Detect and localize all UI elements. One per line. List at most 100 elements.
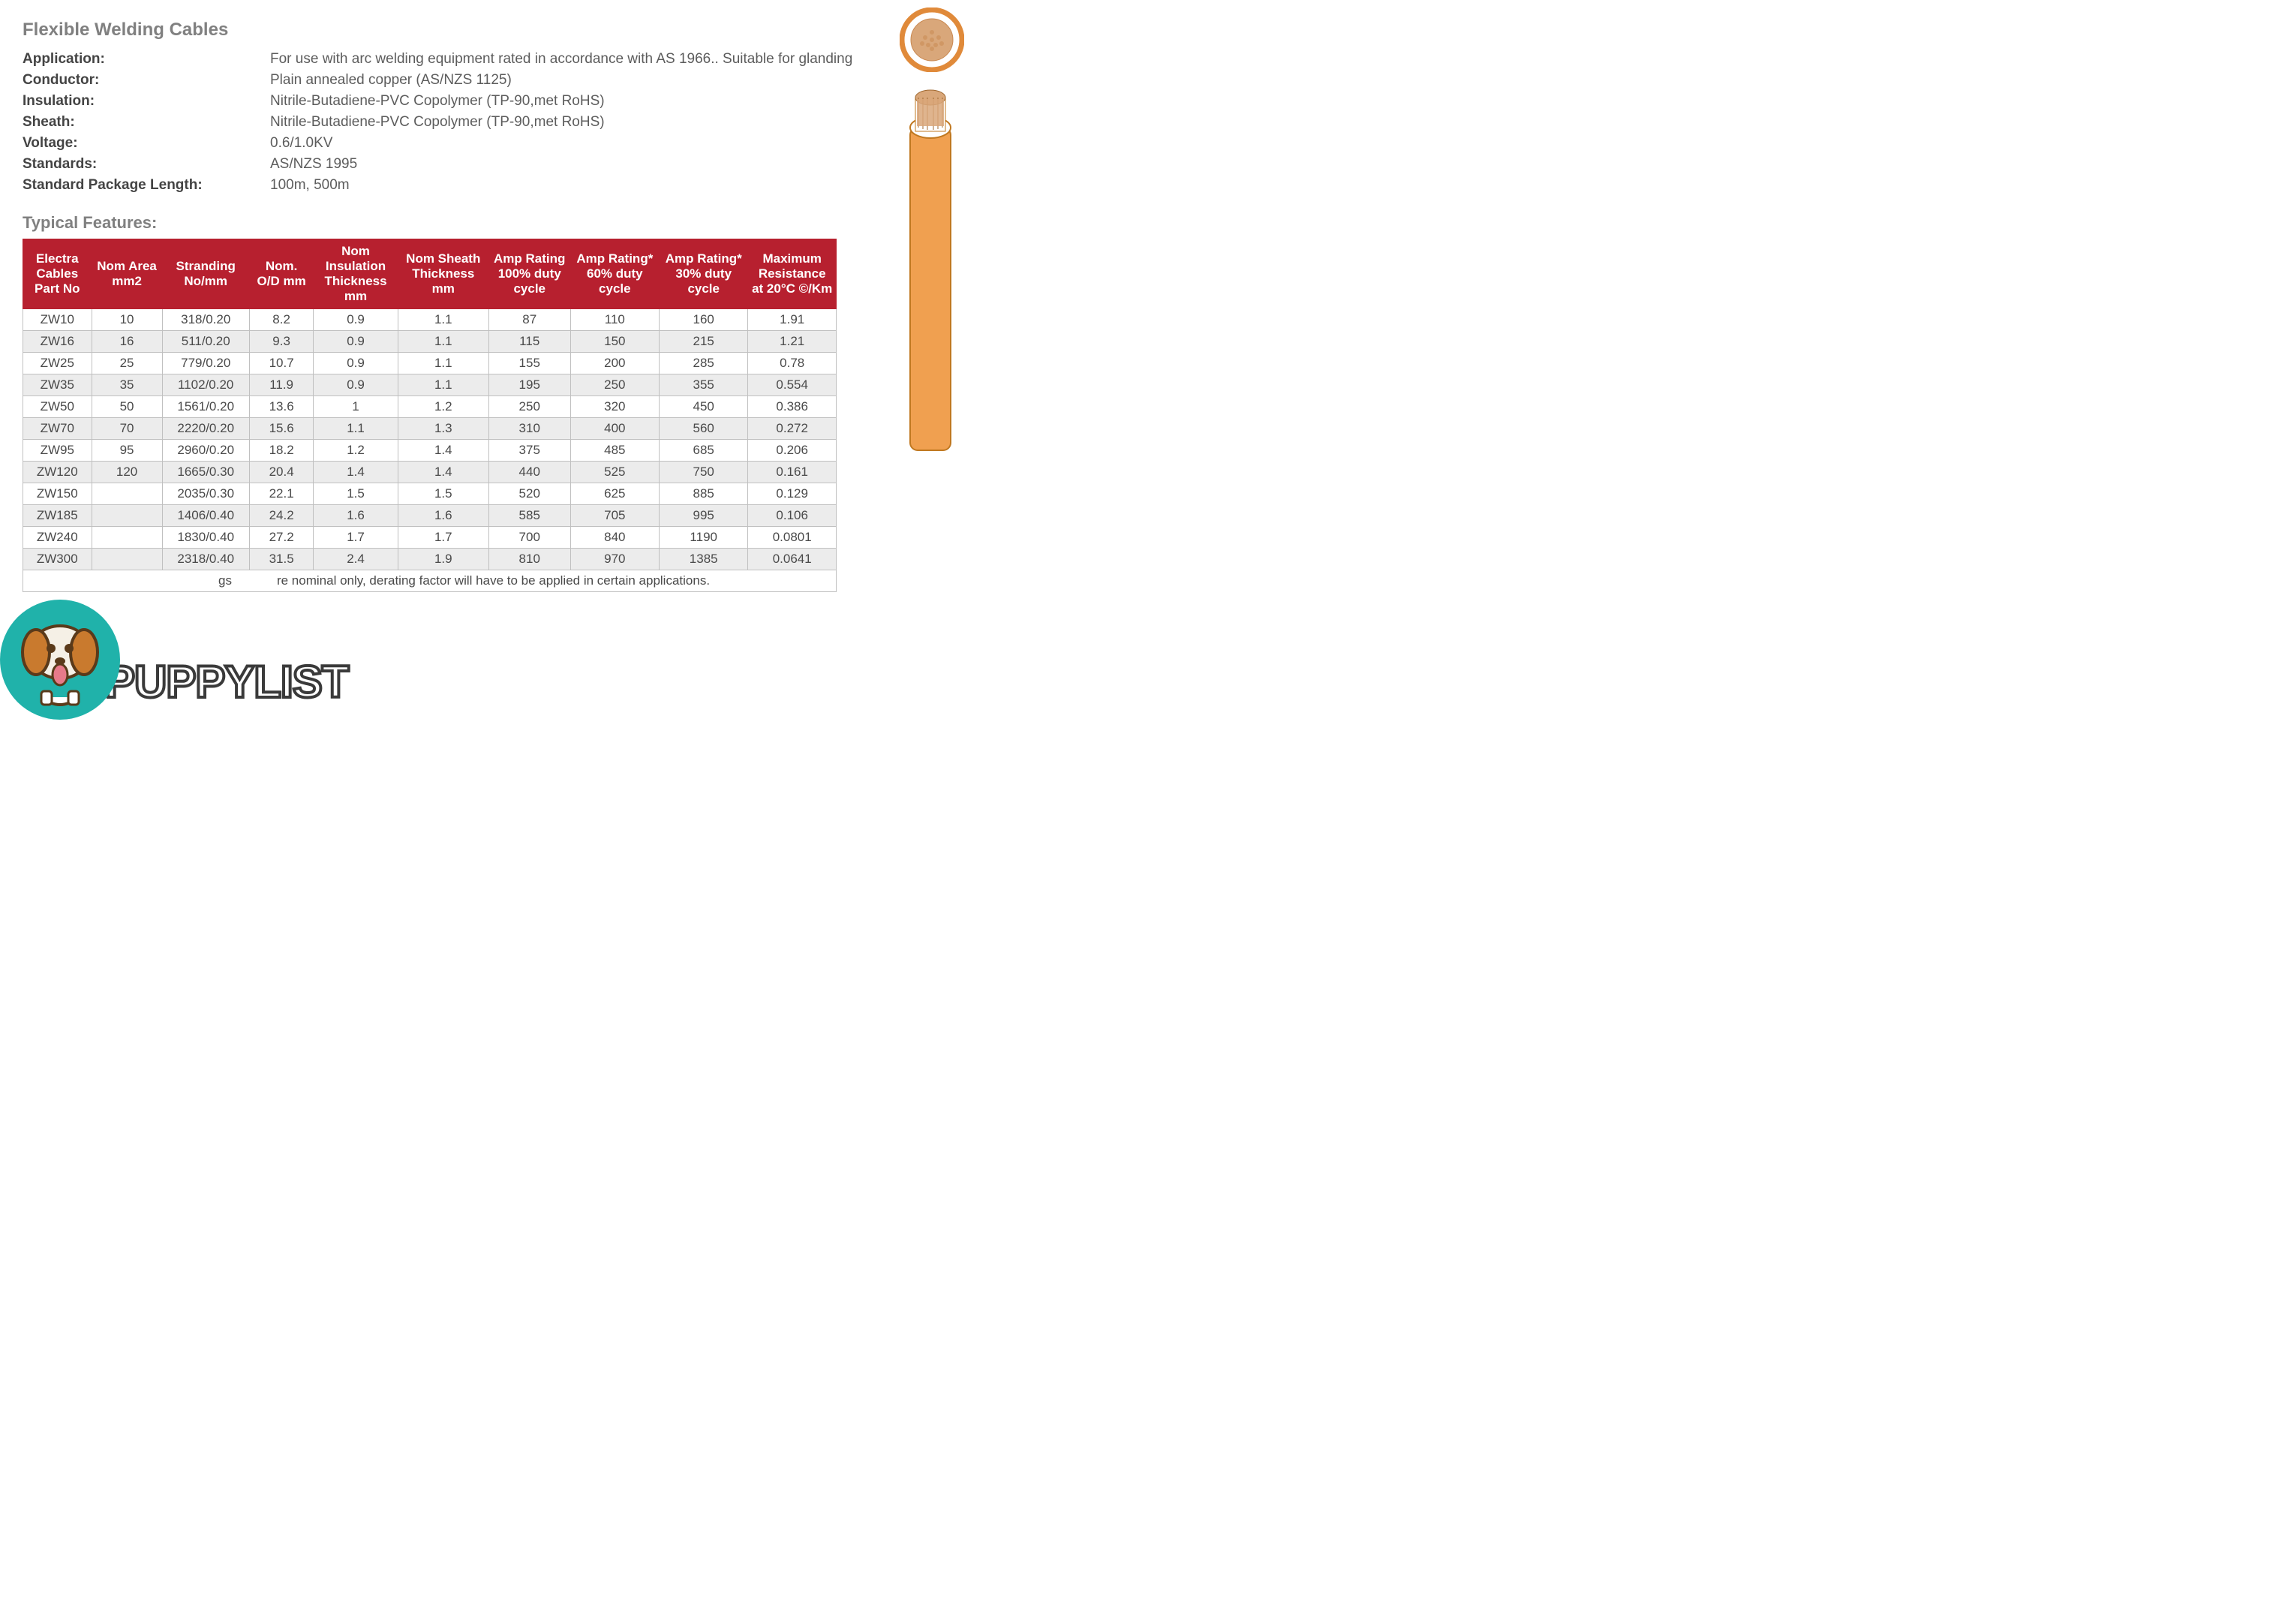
table-cell: 9.3 [249,331,314,353]
table-cell: 1102/0.20 [162,374,249,396]
table-cell [92,505,162,527]
table-cell: 195 [488,374,570,396]
page-title: Flexible Welding Cables [23,20,975,41]
spec-label: Standard Package Length: [23,177,270,194]
table-cell: ZW25 [23,353,92,374]
table-cell: 120 [92,462,162,483]
table-cell: ZW150 [23,483,92,505]
table-header-cell: Nom Sheath Thickness mm [398,239,488,309]
spec-value: Nitrile-Butadiene-PVC Copolymer (TP-90,m… [270,114,975,131]
table-cell: 525 [570,462,659,483]
table-row: ZW70702220/0.2015.61.11.33104005600.272 [23,418,837,440]
table-cell: 625 [570,483,659,505]
table-cell: 1.5 [314,483,398,505]
table-cell: 95 [92,440,162,462]
table-cell: 200 [570,353,659,374]
table-header-cell: Nom. O/D mm [249,239,314,309]
table-header-cell: Amp Rating* 30% duty cycle [660,239,748,309]
spec-label: Conductor: [23,72,270,89]
table-cell: 0.9 [314,309,398,331]
puppylist-text: PUPPYLIST [105,660,348,705]
table-cell: 150 [570,331,659,353]
table-cell: 511/0.20 [162,331,249,353]
table-cell: 0.554 [748,374,837,396]
table-cell: 355 [660,374,748,396]
spec-label: Standards: [23,156,270,173]
table-cell: 1.9 [398,549,488,570]
puppylist-logo: PUPPYLIST [0,600,348,705]
table-cell: 22.1 [249,483,314,505]
table-cell: 560 [660,418,748,440]
table-cell: 1.1 [398,374,488,396]
table-row: ZW95952960/0.2018.21.21.43754856850.206 [23,440,837,462]
table-cell: 1.7 [314,527,398,549]
table-cell: ZW120 [23,462,92,483]
table-cell: 1.21 [748,331,837,353]
table-cell: 10 [92,309,162,331]
table-cell: 35 [92,374,162,396]
table-cell: 10.7 [249,353,314,374]
table-cell: 16 [92,331,162,353]
typical-features-heading: Typical Features: [23,213,975,233]
table-cell: 970 [570,549,659,570]
spec-label: Voltage: [23,135,270,152]
table-cell: 2.4 [314,549,398,570]
table-cell: 1385 [660,549,748,570]
table-cell: ZW70 [23,418,92,440]
table-cell: 685 [660,440,748,462]
table-row: ZW2525779/0.2010.70.91.11552002850.78 [23,353,837,374]
table-cell: 2960/0.20 [162,440,249,462]
table-cell: 0.272 [748,418,837,440]
table-header-cell: Stranding No/mm [162,239,249,309]
table-cell: 450 [660,396,748,418]
table-row: ZW1201201665/0.3020.41.41.44405257500.16… [23,462,837,483]
table-cell: 1.1 [314,418,398,440]
table-cell: 1665/0.30 [162,462,249,483]
table-cell: 750 [660,462,748,483]
table-cell: 110 [570,309,659,331]
table-header-cell: Amp Rating* 60% duty cycle [570,239,659,309]
table-cell: 250 [488,396,570,418]
table-cell: 250 [570,374,659,396]
table-cell: 885 [660,483,748,505]
table-cell: 13.6 [249,396,314,418]
table-footnote: gsre nominal only, derating factor will … [23,570,837,592]
cable-side-view-icon [900,83,960,458]
features-table: Electra Cables Part NoNom Area mm2Strand… [23,239,837,592]
table-cell: 11.9 [249,374,314,396]
spec-value: For use with arc welding equipment rated… [270,51,975,68]
table-cell [92,527,162,549]
table-cell: ZW240 [23,527,92,549]
table-cell: 779/0.20 [162,353,249,374]
table-row: ZW2401830/0.4027.21.71.770084011900.0801 [23,527,837,549]
table-cell: 1.1 [398,331,488,353]
table-cell: 1190 [660,527,748,549]
spec-label: Application: [23,51,270,68]
table-cell: 15.6 [249,418,314,440]
table-cell: 840 [570,527,659,549]
spec-value: 0.6/1.0KV [270,135,975,152]
table-cell: 1.1 [398,353,488,374]
table-cell: ZW50 [23,396,92,418]
table-cell: 320 [570,396,659,418]
table-cell: 0.9 [314,331,398,353]
table-cell: ZW185 [23,505,92,527]
table-cell: 0.206 [748,440,837,462]
table-cell: 0.106 [748,505,837,527]
table-cell: 0.129 [748,483,837,505]
table-cell: 440 [488,462,570,483]
table-row: ZW35351102/0.2011.90.91.11952503550.554 [23,374,837,396]
spec-label: Sheath: [23,114,270,131]
table-cell: 1.5 [398,483,488,505]
table-cell: 155 [488,353,570,374]
table-cell: 1.7 [398,527,488,549]
spec-list: Application:For use with arc welding equ… [23,51,975,194]
table-cell: 24.2 [249,505,314,527]
table-header-cell: Electra Cables Part No [23,239,92,309]
table-cell: 0.0641 [748,549,837,570]
table-cell: ZW95 [23,440,92,462]
spec-label: Insulation: [23,93,270,110]
table-cell: ZW300 [23,549,92,570]
table-cell: ZW35 [23,374,92,396]
table-header-cell: Nom Insulation Thickness mm [314,239,398,309]
